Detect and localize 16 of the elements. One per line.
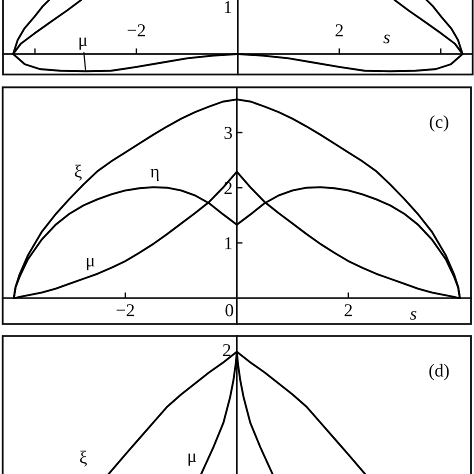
y-tick-label: 3: [224, 126, 232, 139]
x-tick-label: −2: [128, 24, 146, 36]
y-tick-label: 1: [225, 237, 232, 250]
series-label: ξ: [74, 164, 82, 181]
series-label: μ: [188, 454, 196, 466]
series-label: η: [150, 168, 159, 182]
x-tick-label: −2: [116, 304, 134, 316]
x-tick-label: 2: [344, 304, 352, 316]
series-label: μ: [79, 38, 87, 50]
annotation: (c): [430, 115, 448, 132]
series-label: ξ: [80, 450, 87, 467]
series-label: μ: [86, 258, 94, 270]
annotation: (d): [429, 364, 449, 380]
x-axis-title: s: [383, 34, 390, 44]
x-tick-label: 0: [226, 304, 234, 316]
x-axis-title: s: [410, 311, 416, 320]
